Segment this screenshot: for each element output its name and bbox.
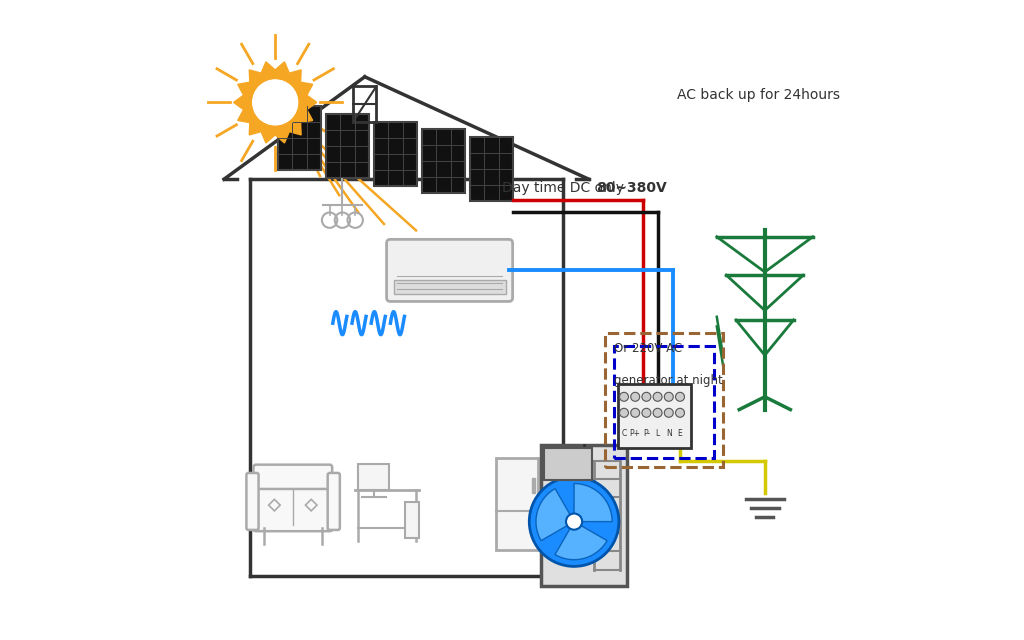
Circle shape	[653, 392, 663, 401]
Bar	[423, 129, 465, 193]
Bar	[614, 346, 714, 458]
Text: generator at night: generator at night	[614, 374, 723, 387]
Text: E: E	[678, 429, 682, 438]
Text: P+: P+	[630, 429, 641, 438]
Bar	[531, 522, 536, 538]
Circle shape	[620, 392, 629, 401]
Text: L: L	[655, 429, 659, 438]
Circle shape	[566, 513, 583, 530]
Circle shape	[653, 408, 663, 417]
Bar	[541, 445, 627, 586]
FancyBboxPatch shape	[247, 473, 259, 530]
Text: Day time DC only: Day time DC only	[503, 181, 629, 195]
FancyBboxPatch shape	[253, 483, 333, 531]
Bar	[496, 458, 538, 550]
Bar	[531, 477, 536, 493]
Bar	[393, 280, 506, 294]
Text: N: N	[666, 429, 672, 438]
Circle shape	[665, 408, 674, 417]
Circle shape	[676, 408, 684, 417]
Bar	[544, 448, 592, 480]
Text: 80~380V: 80~380V	[596, 181, 667, 195]
Circle shape	[665, 392, 674, 401]
Bar	[605, 333, 723, 467]
Circle shape	[642, 408, 651, 417]
Text: P-: P-	[643, 429, 650, 438]
Text: Or 220V AC: Or 220V AC	[614, 342, 683, 355]
Polygon shape	[536, 488, 574, 541]
Circle shape	[250, 77, 300, 127]
Text: C: C	[622, 429, 627, 438]
Bar	[406, 502, 419, 538]
FancyBboxPatch shape	[387, 239, 513, 301]
Bar	[375, 122, 417, 186]
Circle shape	[631, 392, 640, 401]
FancyBboxPatch shape	[328, 473, 340, 530]
Bar	[358, 464, 389, 490]
Polygon shape	[555, 522, 607, 559]
Circle shape	[620, 408, 629, 417]
Circle shape	[676, 392, 684, 401]
Bar	[353, 86, 377, 122]
Circle shape	[642, 392, 651, 401]
Polygon shape	[233, 62, 316, 143]
Bar	[279, 106, 321, 170]
Polygon shape	[574, 484, 612, 522]
Bar	[617, 384, 691, 448]
Bar	[470, 137, 513, 201]
Circle shape	[529, 477, 618, 566]
FancyBboxPatch shape	[254, 465, 332, 489]
Text: AC back up for 24hours: AC back up for 24hours	[677, 88, 840, 102]
Bar	[327, 114, 369, 178]
Circle shape	[631, 408, 640, 417]
